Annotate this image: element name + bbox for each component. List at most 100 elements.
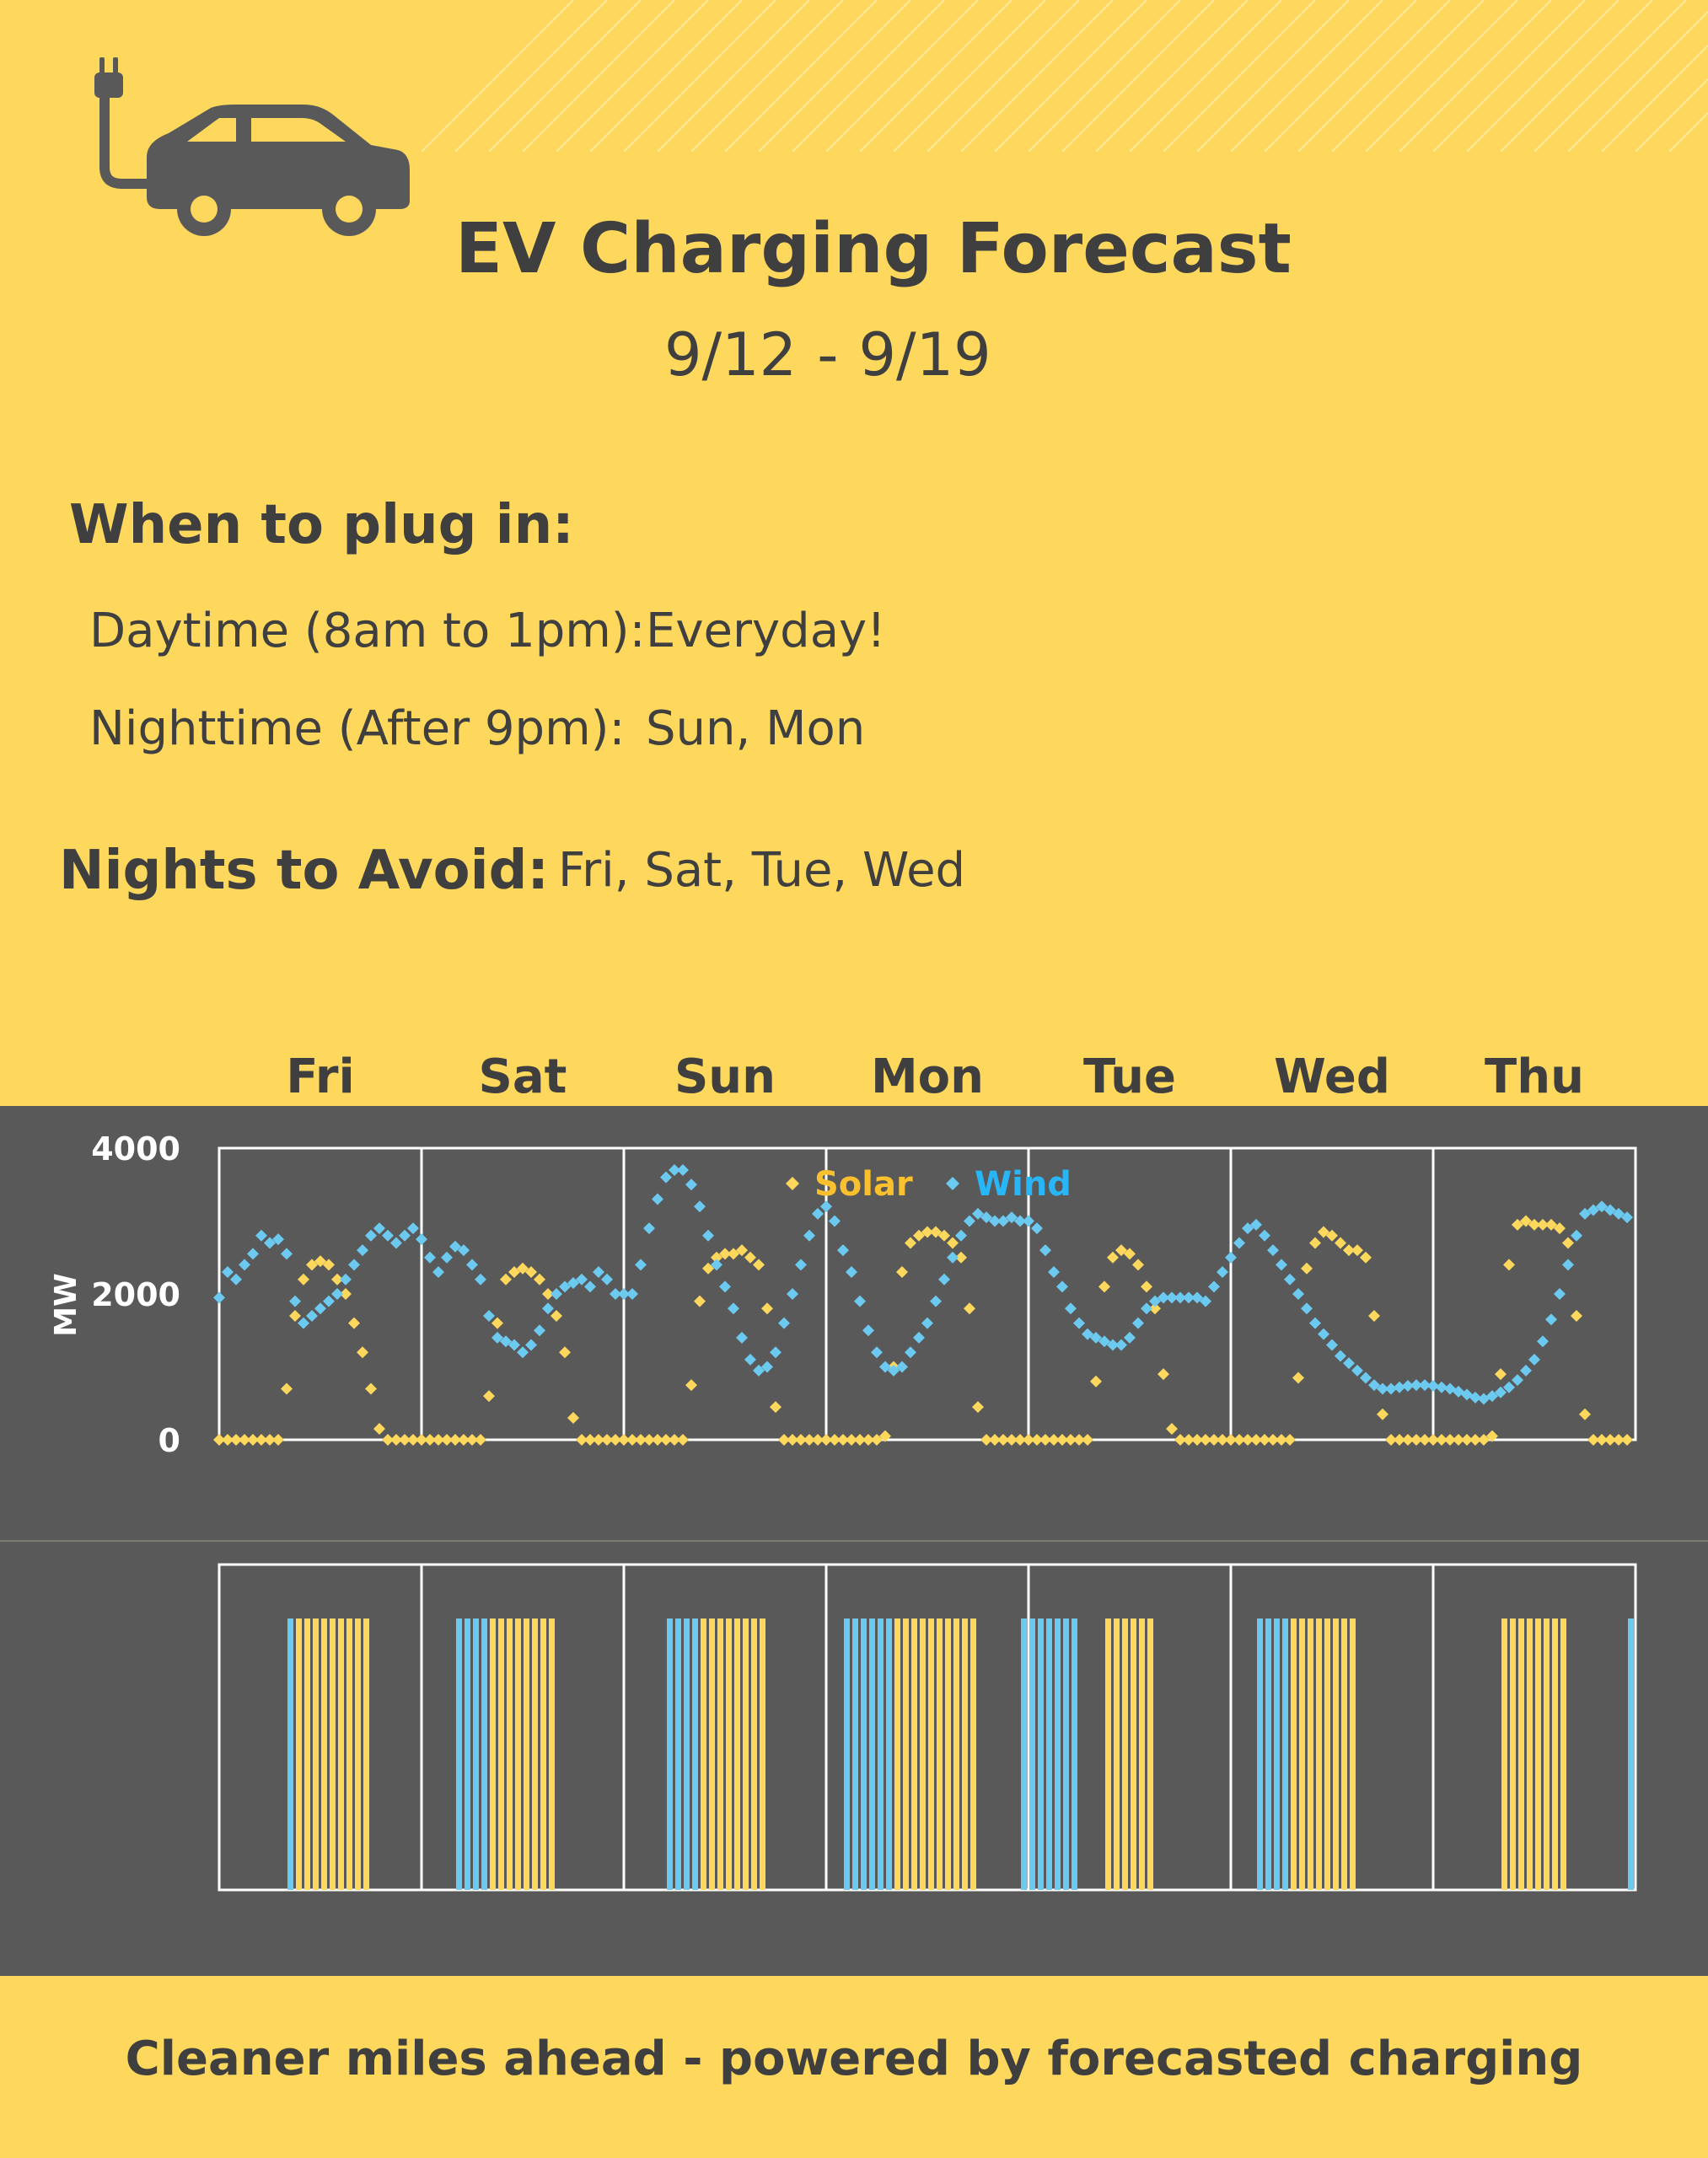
solar-point [281, 1382, 293, 1395]
solar-point [913, 1229, 925, 1242]
solar-charging-bar [911, 1618, 917, 1890]
solar-point [247, 1434, 259, 1446]
wind-point [1124, 1331, 1136, 1344]
solar-point [1444, 1434, 1456, 1446]
solar-charging-bar [363, 1618, 369, 1890]
solar-point [416, 1434, 427, 1446]
solar-charging-bar [532, 1618, 538, 1890]
wind-charging-bar [886, 1618, 892, 1890]
footer-tagline: Cleaner miles ahead - powered by forecas… [125, 2032, 1583, 2086]
legend-label-wind: Wind [975, 1165, 1072, 1204]
wind-point [1250, 1218, 1262, 1231]
solar-point [1335, 1237, 1346, 1249]
wind-point [1520, 1364, 1532, 1377]
wind-point [1587, 1204, 1599, 1216]
legend-marker-solar [786, 1177, 799, 1190]
solar-charging-bar [338, 1618, 344, 1890]
solar-point [1604, 1434, 1616, 1446]
solar-point [896, 1266, 908, 1279]
solar-point [1587, 1434, 1599, 1446]
wind-point [1225, 1251, 1237, 1264]
wind-point [1259, 1229, 1270, 1242]
solar-point [955, 1251, 967, 1264]
solar-point [1166, 1423, 1178, 1436]
solar-point [618, 1434, 630, 1446]
solar-point [1082, 1434, 1093, 1446]
wind-point [761, 1361, 773, 1373]
solar-point [980, 1434, 992, 1446]
solar-point [1309, 1237, 1321, 1249]
wind-point [1512, 1374, 1523, 1387]
solar-point [508, 1266, 520, 1279]
solar-point [1385, 1434, 1397, 1446]
solar-point [1191, 1434, 1203, 1446]
ev-car-plug-icon [94, 57, 410, 236]
wind-point [1495, 1386, 1507, 1398]
solar-charging-bar [1501, 1618, 1507, 1890]
solar-point [694, 1295, 706, 1307]
wind-point [466, 1259, 478, 1271]
solar-point [1292, 1372, 1304, 1384]
solar-charging-bar [304, 1618, 310, 1890]
wind-point [399, 1229, 411, 1242]
solar-point [1124, 1248, 1136, 1260]
wind-charging-bar [667, 1618, 673, 1890]
solar-charging-bar [507, 1618, 513, 1890]
wind-point [239, 1259, 250, 1271]
wind-point [1604, 1204, 1616, 1216]
solar-point [1276, 1434, 1287, 1446]
solar-point [787, 1434, 798, 1446]
solar-point [1023, 1434, 1034, 1446]
solar-point [1377, 1408, 1388, 1420]
solar-point [230, 1434, 242, 1446]
solar-point [475, 1434, 486, 1446]
solar-point [1402, 1434, 1414, 1446]
solar-point [1217, 1434, 1228, 1446]
solar-point [357, 1346, 368, 1359]
solar-point [989, 1434, 1001, 1446]
solar-point [744, 1251, 756, 1264]
wind-point [736, 1331, 748, 1344]
wind-charging-bar [1063, 1618, 1069, 1890]
wind-point [1141, 1302, 1152, 1315]
solar-point [1453, 1434, 1464, 1446]
solar-point [559, 1346, 571, 1359]
wind-point [1309, 1317, 1321, 1329]
solar-point [1250, 1434, 1262, 1446]
solar-point [1343, 1244, 1355, 1257]
solar-point [399, 1434, 411, 1446]
solar-point [255, 1434, 267, 1446]
wind-point [1200, 1295, 1211, 1307]
solar-point [938, 1229, 950, 1242]
wind-point [213, 1291, 225, 1304]
solar-point [854, 1434, 866, 1446]
wind-point [1242, 1222, 1254, 1235]
solar-point [1115, 1244, 1127, 1257]
solar-charging-bar [1333, 1618, 1339, 1890]
solar-point [1107, 1251, 1119, 1264]
solar-point [1090, 1375, 1102, 1388]
wind-point [964, 1215, 975, 1227]
solar-point [1478, 1434, 1490, 1446]
nighttime-row: Nighttime (After 9pm): Sun, Mon [89, 701, 865, 756]
solar-point [964, 1302, 975, 1315]
plot-frame [218, 1146, 1637, 1441]
solar-charging-bar [1544, 1618, 1550, 1890]
solar-charging-bar [701, 1618, 706, 1890]
solar-point [576, 1434, 588, 1446]
wind-point [331, 1288, 343, 1300]
day-label-fri: Fri [286, 1049, 354, 1104]
wind-point [1335, 1350, 1346, 1362]
solar-point [340, 1288, 352, 1300]
day-label-tue: Tue [1083, 1049, 1176, 1104]
avoid-nights: Fri, Sat, Tue, Wed [558, 843, 966, 898]
solar-point [1486, 1430, 1498, 1442]
solar-point [584, 1434, 596, 1446]
solar-point [323, 1259, 335, 1271]
solar-point [1368, 1309, 1380, 1322]
wind-charging-bar [481, 1618, 487, 1890]
wind-point [365, 1229, 377, 1242]
wind-point [1436, 1381, 1448, 1393]
y-tick-label: 0 [158, 1422, 180, 1459]
wind-point [1360, 1372, 1372, 1384]
